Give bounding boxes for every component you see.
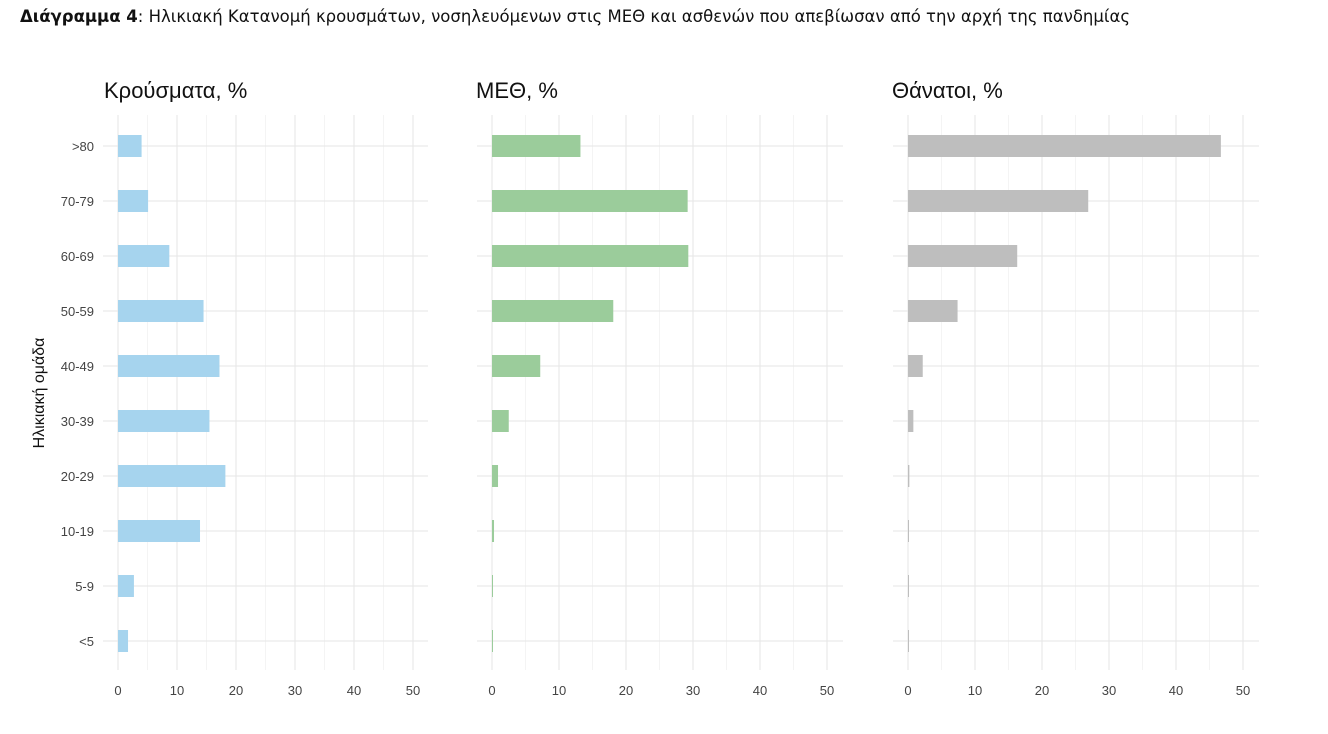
- bar-50-59: [492, 300, 614, 322]
- bar-5-9: [908, 575, 909, 597]
- y-tick-label: 70-79: [61, 194, 94, 209]
- x-tick-label: 30: [1102, 683, 1116, 698]
- bar-70-79: [118, 190, 149, 212]
- bar-40-49: [908, 355, 923, 377]
- bar->80: [908, 135, 1221, 157]
- x-tick-label: 50: [406, 683, 420, 698]
- bar->80: [492, 135, 581, 157]
- bar-10-19: [492, 520, 495, 542]
- panel-1: ΜΕΘ, % 0 10 20 30 40 50: [476, 78, 843, 698]
- y-tick-label: >80: [72, 139, 94, 154]
- bar-30-39: [492, 410, 509, 432]
- figure-caption: Διάγραμμα 4: Ηλικιακή Κατανομή κρουσμάτω…: [20, 7, 1130, 26]
- x-tick-label: 30: [288, 683, 302, 698]
- bar-<5: [908, 630, 909, 652]
- y-tick-label: 20-29: [61, 469, 94, 484]
- panel-title: ΜΕΘ, %: [476, 78, 558, 103]
- x-tick-label: 20: [619, 683, 633, 698]
- y-tick-label: <5: [79, 634, 94, 649]
- y-tick-label: 5-9: [75, 579, 94, 594]
- x-tick-label: 0: [904, 683, 911, 698]
- x-tick-label: 40: [347, 683, 361, 698]
- bar-30-39: [118, 410, 210, 432]
- bar-60-69: [908, 245, 1018, 267]
- panel-title: Κρούσματα, %: [104, 78, 247, 103]
- x-tick-label: 20: [229, 683, 243, 698]
- bar-60-69: [492, 245, 689, 267]
- bar-5-9: [118, 575, 134, 597]
- panel-2: Θάνατοι, % 0 10 20 30 40 50: [892, 78, 1259, 698]
- bar-10-19: [118, 520, 201, 542]
- bar-<5: [118, 630, 129, 652]
- x-tick-label: 0: [488, 683, 495, 698]
- x-tick-label: 30: [686, 683, 700, 698]
- bar-20-29: [908, 465, 910, 487]
- bar-50-59: [908, 300, 958, 322]
- x-tick-label: 50: [1236, 683, 1250, 698]
- bar-<5: [492, 630, 493, 652]
- x-tick-label: 0: [114, 683, 121, 698]
- bar-70-79: [492, 190, 688, 212]
- bar-30-39: [908, 410, 914, 432]
- x-tick-label: 20: [1035, 683, 1049, 698]
- y-tick-label: 60-69: [61, 249, 94, 264]
- panel-0: Κρούσματα, % 0 10 20 30 40 50 >80 70-79 60-69 50-5…: [31, 78, 428, 698]
- x-tick-label: 40: [753, 683, 767, 698]
- bar-5-9: [492, 575, 493, 597]
- bar-40-49: [118, 355, 220, 377]
- x-tick-label: 10: [552, 683, 566, 698]
- y-axis-label: Ηλικιακή ομάδα: [31, 338, 48, 449]
- x-tick-label: 50: [820, 683, 834, 698]
- y-tick-label: 10-19: [61, 524, 94, 539]
- bar->80: [118, 135, 142, 157]
- y-tick-label: 40-49: [61, 359, 94, 374]
- panel-title: Θάνατοι, %: [892, 78, 1003, 103]
- bar-20-29: [492, 465, 499, 487]
- x-tick-label: 10: [968, 683, 982, 698]
- bar-50-59: [118, 300, 204, 322]
- bar-70-79: [908, 190, 1089, 212]
- bar-40-49: [492, 355, 541, 377]
- bar-10-19: [908, 520, 909, 542]
- x-tick-label: 10: [170, 683, 184, 698]
- y-tick-label: 30-39: [61, 414, 94, 429]
- x-tick-label: 40: [1169, 683, 1183, 698]
- y-tick-label: 50-59: [61, 304, 94, 319]
- bar-60-69: [118, 245, 170, 267]
- bar-20-29: [118, 465, 226, 487]
- figure-caption-text: : Ηλικιακή Κατανομή κρουσμάτων, νοσηλευό…: [137, 7, 1131, 26]
- figure-caption-prefix: Διάγραμμα 4: [20, 7, 138, 26]
